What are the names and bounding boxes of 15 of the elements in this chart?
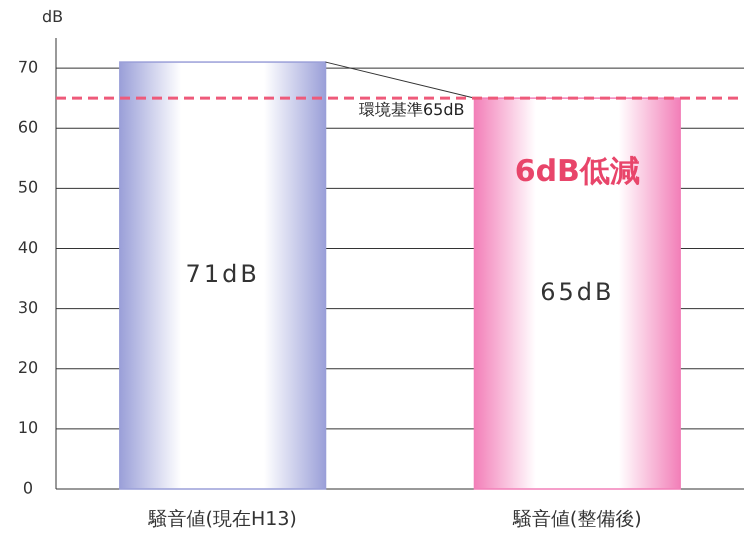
y-tick-label: 60 xyxy=(18,118,38,137)
y-tick-label: 40 xyxy=(18,238,38,257)
y-tick-label: 20 xyxy=(18,358,38,378)
y-tick-label: 0 xyxy=(22,478,34,498)
data-label: 65dB xyxy=(540,278,614,306)
y-tick-label: 70 xyxy=(18,57,38,76)
x-tick-label: 騒音値(現在H13) xyxy=(148,508,297,530)
y-axis-title: dB xyxy=(42,7,64,26)
y-tick-label: 30 xyxy=(18,298,38,317)
y-tick-label: 10 xyxy=(18,418,38,438)
x-tick-label: 騒音値(整備後) xyxy=(512,508,642,530)
annotation: 6dB低減 xyxy=(514,154,640,190)
ref-line-label: 環境基準65dB xyxy=(358,100,464,120)
y-tick-label: 50 xyxy=(18,178,38,197)
data-label: 71dB xyxy=(186,260,260,288)
